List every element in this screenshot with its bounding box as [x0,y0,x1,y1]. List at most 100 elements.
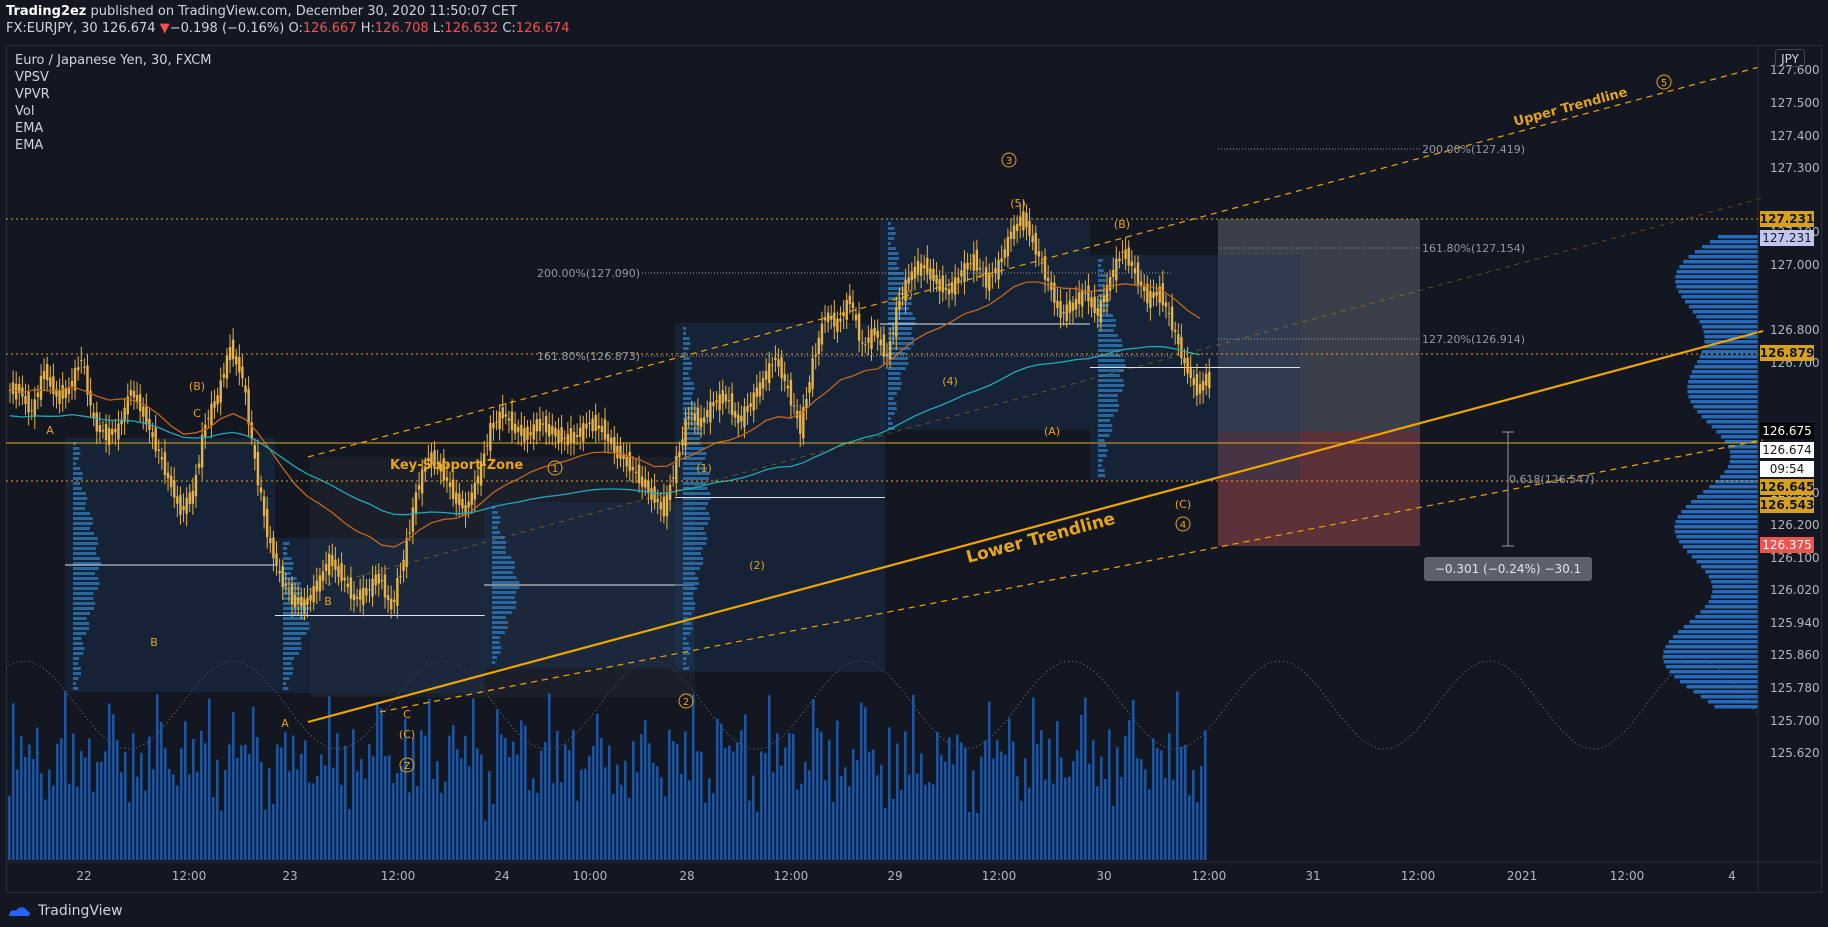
price-label-tag[interactable] [1760,461,1814,477]
vpvr-bar [1694,250,1758,254]
volume-bar [72,733,75,860]
price-label-tag[interactable] [1760,497,1814,513]
candle [938,279,941,292]
volume-bar [92,791,95,860]
time-axis[interactable]: 22 12:00 23 12:00 24 10:00 28 12:00 29 12:00 30 12:… [76,869,1735,883]
candle [383,574,387,598]
high-label: H: [360,21,375,36]
volume-bar [36,727,39,860]
vpsv-bar [283,622,310,625]
vpsv-bar [683,377,691,380]
legend-indicator[interactable]: Vol [15,104,35,119]
target-zone-box[interactable] [1218,219,1420,432]
candle [1198,384,1202,394]
vpvr-bar [1708,600,1758,604]
vpsv-bar [1098,469,1105,472]
volume-bar [344,745,347,860]
time-tick-label: 23 [282,869,297,883]
volume-bar [1072,761,1075,860]
legend-title[interactable]: Euro / Japanese Yen, 30, FXCM [15,53,212,68]
price-label-tag[interactable] [1760,479,1814,495]
vpsv-bar [888,317,916,320]
vpsv-bar [888,247,896,250]
candle [1090,297,1093,308]
vpsv-bar [683,387,695,390]
vpvr-bar [1694,365,1758,369]
candle [293,594,297,608]
vpsv-bar [683,662,687,665]
vpsv-bar [283,672,293,675]
legend-indicator[interactable]: VPVR [15,87,50,102]
volume-bar [228,744,231,860]
upper-trendline[interactable] [307,65,1764,458]
candle [1146,283,1149,304]
vpsv-bar [73,467,81,470]
footer-brand[interactable]: TradingView [38,903,123,919]
vpsv-bar [1098,319,1116,322]
volume-bar [736,742,739,860]
ema-fast-line[interactable] [9,281,1201,548]
price-axis[interactable]: 127.600127.500127.400127.300127.100127.0… [1770,63,1820,760]
volume-bar [180,748,183,860]
tradingview-logo-icon[interactable] [6,903,32,919]
legend-indicator[interactable]: EMA [15,138,44,153]
volume-bar [968,812,971,860]
vpsv-bar [683,437,701,440]
upper-trendline-label[interactable]: Upper Trendline [1512,85,1629,130]
candle [253,445,257,459]
vpsv-bar [683,587,698,590]
measure-box-label[interactable]: −0.301 (−0.24%) −30.1 [1435,562,1581,576]
vpsv-bar [888,417,891,420]
candle [216,395,219,405]
vpvr-bar [1711,425,1758,429]
vpsv-bar [1098,334,1118,337]
price-label-tag[interactable] [1760,442,1814,458]
legend-indicator[interactable]: VPSV [15,70,49,85]
volume-bar [616,764,619,860]
volume-bar [920,753,923,860]
fib-level-label: 161.80%(126.873) [537,350,640,363]
volume-bar [976,812,979,860]
volume-bar [520,720,523,860]
candle [64,388,67,399]
price-label-tag[interactable] [1760,230,1814,246]
lower-trendline-label[interactable]: Lower Trendline [964,509,1117,568]
ema-slow-line[interactable] [9,345,1201,516]
key-support-zone-label[interactable]: Key-Support-Zone [390,458,523,473]
fib-level-label: 161.80%(127.154) [1422,242,1525,255]
price-label-tag[interactable] [1760,211,1814,227]
open-label: O: [288,21,303,36]
volume-bar [332,767,335,860]
candle [327,553,331,576]
legend-indicator[interactable]: EMA [15,121,44,136]
volume-bar [416,786,419,860]
candle [768,363,771,384]
measure-box[interactable] [1424,557,1592,581]
price-label-tag[interactable] [1760,345,1814,361]
candle [393,599,396,603]
lower-parallel-line[interactable] [379,439,1764,713]
price-label-tag[interactable] [1760,423,1814,439]
price-label-tag[interactable] [1760,537,1814,553]
vpsv-bar [683,667,690,670]
wave-label: A [281,717,289,730]
candle [898,300,901,310]
vpsv-bar [888,367,906,370]
volume-bar [796,789,799,860]
volume-bar [532,778,535,860]
currency-button[interactable]: JPY [1775,49,1805,67]
volume-bar [1092,740,1095,860]
vpvr-bar [1701,565,1758,569]
vpsv-bar [683,522,709,525]
vpsv-bar [73,602,96,605]
volume-bar [400,765,403,860]
lower-trendline[interactable] [307,329,1764,724]
vpsv-bar [492,516,501,519]
vpvr-bar [1724,470,1758,474]
publisher-name[interactable]: Trading2ez [6,4,87,19]
candle [11,382,15,395]
candle [634,471,638,474]
volume-bar [456,749,459,860]
volume-bar [568,750,571,860]
